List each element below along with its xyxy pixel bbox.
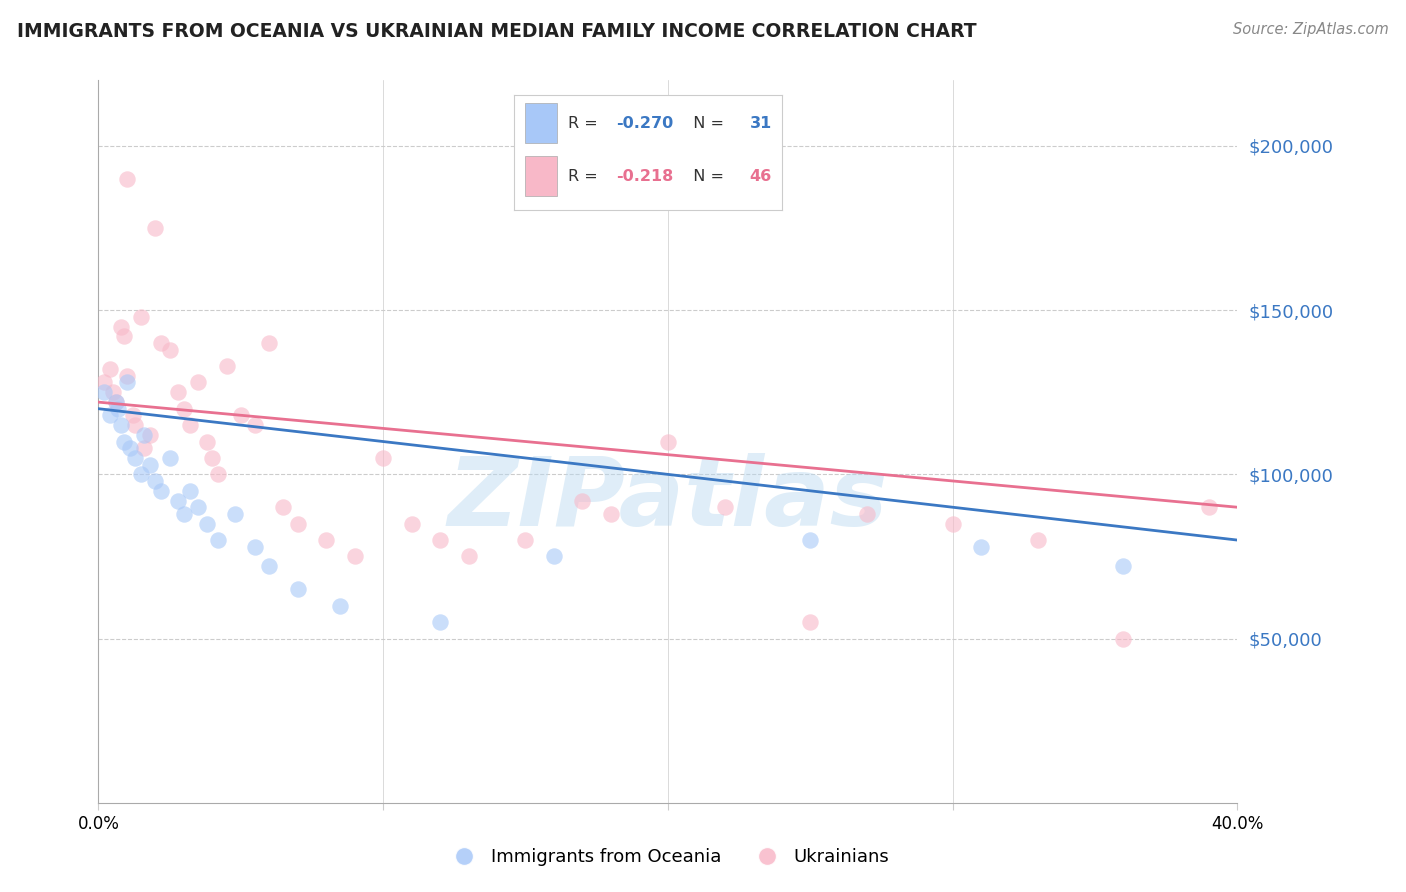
Point — [543, 549, 565, 564]
Point — [1026, 533, 1049, 547]
Point — [207, 533, 229, 547]
Point — [112, 329, 135, 343]
Point — [259, 559, 281, 574]
Point — [129, 467, 152, 482]
Point — [259, 336, 281, 351]
Point — [207, 467, 229, 482]
Point — [1112, 559, 1135, 574]
Point — [132, 441, 155, 455]
Point — [115, 376, 138, 390]
Point — [799, 615, 821, 630]
Point — [287, 582, 309, 597]
Point — [195, 434, 218, 449]
Point — [179, 483, 201, 498]
Point — [118, 441, 141, 455]
Point — [571, 493, 593, 508]
Point — [714, 500, 737, 515]
Point — [429, 533, 451, 547]
Point — [429, 615, 451, 630]
Point — [107, 401, 129, 416]
Point — [343, 549, 366, 564]
Point — [167, 493, 190, 508]
Point — [215, 359, 238, 373]
Point — [173, 401, 195, 416]
Point — [121, 409, 143, 423]
Point — [104, 395, 127, 409]
Point — [1198, 500, 1220, 515]
Point — [799, 533, 821, 547]
Point — [145, 221, 167, 235]
Point — [373, 450, 395, 465]
Point — [101, 385, 124, 400]
Point — [115, 368, 138, 383]
Point — [110, 319, 132, 334]
Point — [273, 500, 295, 515]
Point — [515, 533, 537, 547]
Point — [159, 343, 181, 357]
Point — [243, 540, 266, 554]
Point — [173, 507, 195, 521]
Point — [98, 409, 121, 423]
Point — [98, 362, 121, 376]
Point — [856, 507, 879, 521]
Point — [93, 385, 115, 400]
Point — [229, 409, 252, 423]
Point — [195, 516, 218, 531]
Text: Source: ZipAtlas.com: Source: ZipAtlas.com — [1233, 22, 1389, 37]
Point — [187, 376, 209, 390]
Point — [93, 376, 115, 390]
Point — [224, 507, 246, 521]
Point — [167, 385, 190, 400]
Point — [112, 434, 135, 449]
Point — [457, 549, 479, 564]
Text: ZIPatlas: ZIPatlas — [447, 453, 889, 546]
Point — [942, 516, 965, 531]
Point — [1112, 632, 1135, 646]
Point — [124, 418, 146, 433]
Point — [129, 310, 152, 324]
Point — [329, 599, 352, 613]
Point — [132, 428, 155, 442]
Point — [201, 450, 224, 465]
Point — [179, 418, 201, 433]
Point — [287, 516, 309, 531]
Point — [104, 395, 127, 409]
Point — [401, 516, 423, 531]
Point — [138, 428, 160, 442]
Point — [110, 418, 132, 433]
Point — [187, 500, 209, 515]
Point — [145, 474, 167, 488]
Legend: Immigrants from Oceania, Ukrainians: Immigrants from Oceania, Ukrainians — [439, 841, 897, 873]
Point — [124, 450, 146, 465]
Point — [150, 483, 173, 498]
Point — [970, 540, 993, 554]
Point — [138, 458, 160, 472]
Point — [315, 533, 337, 547]
Point — [657, 434, 679, 449]
Point — [600, 507, 623, 521]
Point — [243, 418, 266, 433]
Point — [115, 171, 138, 186]
Point — [150, 336, 173, 351]
Point — [159, 450, 181, 465]
Text: IMMIGRANTS FROM OCEANIA VS UKRAINIAN MEDIAN FAMILY INCOME CORRELATION CHART: IMMIGRANTS FROM OCEANIA VS UKRAINIAN MED… — [17, 22, 977, 41]
